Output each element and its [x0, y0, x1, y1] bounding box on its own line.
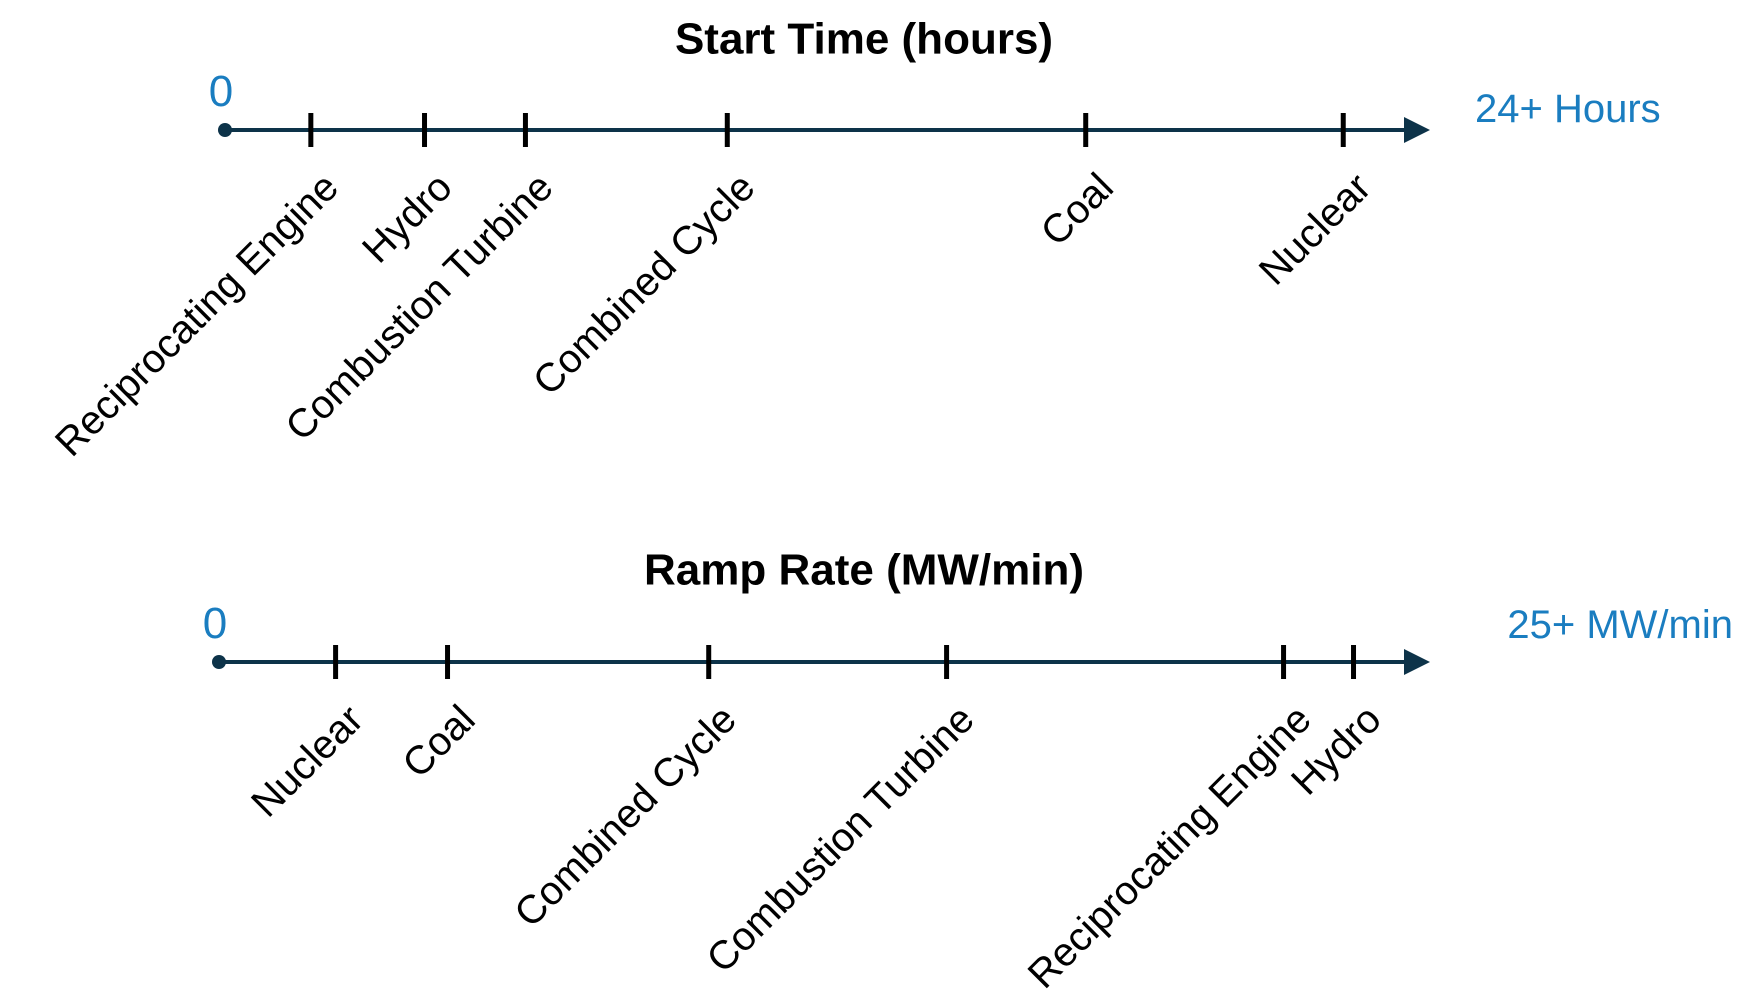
- ramp-rate-label-combined-cycle: Combined Cycle: [506, 697, 745, 936]
- ramp-rate-arrow-head: [1404, 649, 1430, 675]
- ramp-rate-label-coal: Coal: [394, 697, 483, 786]
- ramp-rate-zero-label: 0: [203, 599, 227, 648]
- start-time-timeline: Start Time (hours)0 24+ HoursReciprocatin…: [47, 15, 1661, 465]
- ramp-rate-label-reciprocating-engine: Reciprocating Engine: [1020, 697, 1320, 994]
- start-time-label-nuclear: Nuclear: [1251, 165, 1380, 294]
- ramp-rate-origin-dot: [212, 655, 226, 669]
- ramp-rate-title: Ramp Rate (MW/min): [644, 546, 1084, 595]
- start-time-origin-dot: [218, 123, 232, 137]
- start-time-end-label: 24+ Hours: [1475, 87, 1661, 131]
- ramp-rate-end-label: 25+ MW/min: [1507, 603, 1733, 647]
- start-time-label-coal: Coal: [1033, 165, 1122, 254]
- ramp-rate-label-nuclear: Nuclear: [243, 697, 372, 826]
- start-time-title: Start Time (hours): [675, 15, 1053, 64]
- ramp-rate-label-combustion-turbine: Combustion Turbine: [699, 697, 983, 981]
- start-time-zero-label: 0: [209, 67, 233, 116]
- ramp-rate-timeline: Ramp Rate (MW/min) 0 25+ MW/min Nuclear Coal…: [203, 546, 1733, 994]
- start-time-arrow-head: [1404, 117, 1430, 143]
- start-time-label-combined-cycle: Combined Cycle: [525, 165, 764, 404]
